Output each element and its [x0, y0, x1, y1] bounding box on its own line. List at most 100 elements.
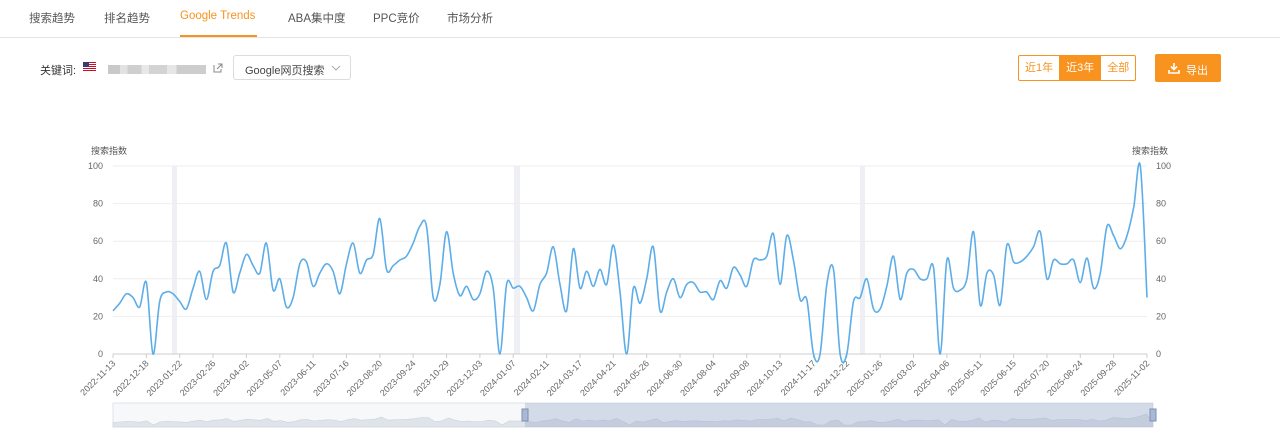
data-point — [118, 302, 120, 304]
y-tick-label-left: 80 — [93, 199, 103, 209]
tab-ppc-bid[interactable]: PPC竞价 — [373, 13, 420, 25]
data-point — [239, 272, 241, 274]
data-point — [1132, 206, 1134, 208]
data-point — [152, 353, 154, 355]
data-point — [779, 283, 781, 285]
y-tick-label-right: 80 — [1156, 199, 1166, 209]
data-point — [265, 242, 267, 244]
data-point — [412, 242, 414, 244]
export-button[interactable]: 导出 — [1155, 54, 1221, 82]
data-point — [699, 291, 701, 293]
data-point — [559, 283, 561, 285]
data-point — [545, 272, 547, 274]
zoom-slider-preview — [112, 413, 1154, 428]
data-point — [138, 306, 140, 308]
range-1y-button[interactable]: 近1年 — [1018, 55, 1061, 81]
data-point — [645, 278, 647, 280]
data-point — [372, 253, 374, 255]
data-point — [585, 270, 587, 272]
data-point — [592, 285, 594, 287]
tab-market-analysis[interactable]: 市场分析 — [447, 13, 493, 25]
y-tick-label-left: 100 — [88, 161, 103, 171]
data-point — [632, 287, 634, 289]
data-point — [772, 232, 774, 234]
data-point — [712, 298, 714, 300]
data-point — [499, 353, 501, 355]
data-point — [292, 296, 294, 298]
data-point — [405, 255, 407, 257]
tab-rank-trend[interactable]: 排名趋势 — [104, 13, 150, 25]
data-point — [979, 304, 981, 306]
data-point — [826, 283, 828, 285]
data-point — [846, 353, 848, 355]
data-point — [212, 270, 214, 272]
data-point — [1052, 259, 1054, 261]
data-point — [732, 266, 734, 268]
data-point — [572, 248, 574, 250]
x-tick-label: 2024-01-07 — [478, 358, 518, 398]
range-3y-button[interactable]: 近3年 — [1060, 55, 1102, 81]
data-point — [1119, 248, 1121, 250]
data-point — [966, 278, 968, 280]
data-point — [519, 285, 521, 287]
data-point — [1039, 231, 1041, 233]
data-point — [299, 263, 301, 265]
tab-search-trend[interactable]: 搜索趋势 — [29, 13, 75, 25]
data-point — [385, 268, 387, 270]
zoom-handle-left[interactable] — [521, 408, 529, 422]
data-point — [899, 298, 901, 300]
data-point — [792, 259, 794, 261]
data-point — [665, 291, 667, 293]
tab-aba-concentration[interactable]: ABA集中度 — [288, 13, 346, 25]
y-axis-title-right: 搜索指数 — [1132, 146, 1169, 156]
data-point — [379, 217, 381, 219]
y-tick-label-right: 100 — [1156, 161, 1171, 171]
keyword-label: 关键词: — [40, 65, 77, 77]
data-point — [1019, 261, 1021, 263]
year-separator-1 — [514, 166, 520, 354]
data-point — [432, 296, 434, 298]
active-tab-indicator — [180, 35, 257, 37]
data-point — [932, 266, 934, 268]
data-point — [766, 255, 768, 257]
external-link-icon[interactable] — [213, 63, 223, 73]
data-point — [352, 242, 354, 244]
data-point — [539, 283, 541, 285]
data-point — [1006, 244, 1008, 246]
data-point — [399, 259, 401, 261]
data-point — [199, 270, 201, 272]
data-point — [672, 278, 674, 280]
zoom-handle-right[interactable] — [1149, 408, 1157, 422]
data-point — [312, 285, 314, 287]
data-point — [625, 353, 627, 355]
data-point — [946, 259, 948, 261]
data-point — [952, 287, 954, 289]
data-point — [746, 285, 748, 287]
data-point — [999, 304, 1001, 306]
data-point — [599, 268, 601, 270]
y-tick-label-left: 40 — [93, 274, 103, 284]
data-point — [345, 263, 347, 265]
data-point — [912, 268, 914, 270]
x-tick-label: 2023-05-07 — [245, 358, 285, 398]
search-source-select[interactable]: Google网页搜索 — [233, 55, 351, 80]
data-point — [859, 296, 861, 298]
data-point — [1026, 255, 1028, 257]
range-all-button[interactable]: 全部 — [1101, 55, 1137, 81]
y-axis-title-left: 搜索指数 — [91, 146, 128, 156]
data-point — [259, 272, 261, 274]
data-point — [205, 298, 207, 300]
data-point — [192, 287, 194, 289]
data-point — [359, 272, 361, 274]
data-point — [1046, 278, 1048, 280]
tab-google-trends[interactable]: Google Trends — [180, 10, 256, 22]
data-point — [739, 274, 741, 276]
data-point — [365, 259, 367, 261]
y-tick-label-right: 40 — [1156, 274, 1166, 284]
data-point — [245, 253, 247, 255]
data-point — [332, 270, 334, 272]
data-point — [1139, 165, 1141, 167]
data-point — [579, 287, 581, 289]
data-point — [686, 283, 688, 285]
